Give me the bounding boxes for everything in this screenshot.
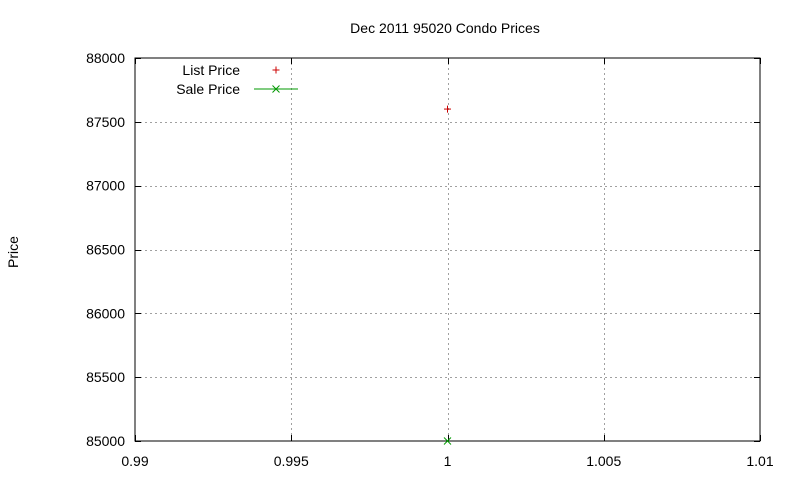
- x-tick-label: 1.005: [586, 453, 621, 469]
- legend-label: Sale Price: [176, 81, 240, 97]
- legend-marker: [272, 85, 280, 93]
- data-points: [443, 105, 452, 445]
- x-tick-label: 0.995: [274, 453, 309, 469]
- legend-label: List Price: [182, 62, 240, 78]
- y-tick-label: 85000: [86, 433, 125, 449]
- x-tick-label: 1.01: [746, 453, 773, 469]
- y-tick-label: 87000: [86, 178, 125, 194]
- y-tick-label: 85500: [86, 369, 125, 385]
- plot-frame: [134, 57, 761, 442]
- legend: List Price Sale Price: [176, 62, 298, 97]
- y-tick-label: 86500: [86, 242, 125, 258]
- cross-marker-b: [443, 437, 452, 445]
- data-point: [444, 105, 451, 113]
- y-tick-label: 87500: [86, 114, 125, 130]
- axis-ticks: 85000 85500 86000 86500 87000 87500 88000 0.99 0…: [86, 50, 774, 469]
- chart-title: Dec 2011 95020 Condo Prices: [350, 20, 540, 36]
- y-tick-label: 86000: [86, 305, 125, 321]
- legend-marker: [272, 66, 280, 74]
- x-tick-label: 0.99: [121, 453, 148, 469]
- y-axis-label: Price: [5, 236, 21, 268]
- cross-marker-b: [272, 85, 280, 93]
- grid-lines: [135, 58, 760, 441]
- y-tick-label: 88000: [86, 50, 125, 66]
- x-tick-label: 1: [444, 453, 452, 469]
- data-point: [443, 437, 452, 445]
